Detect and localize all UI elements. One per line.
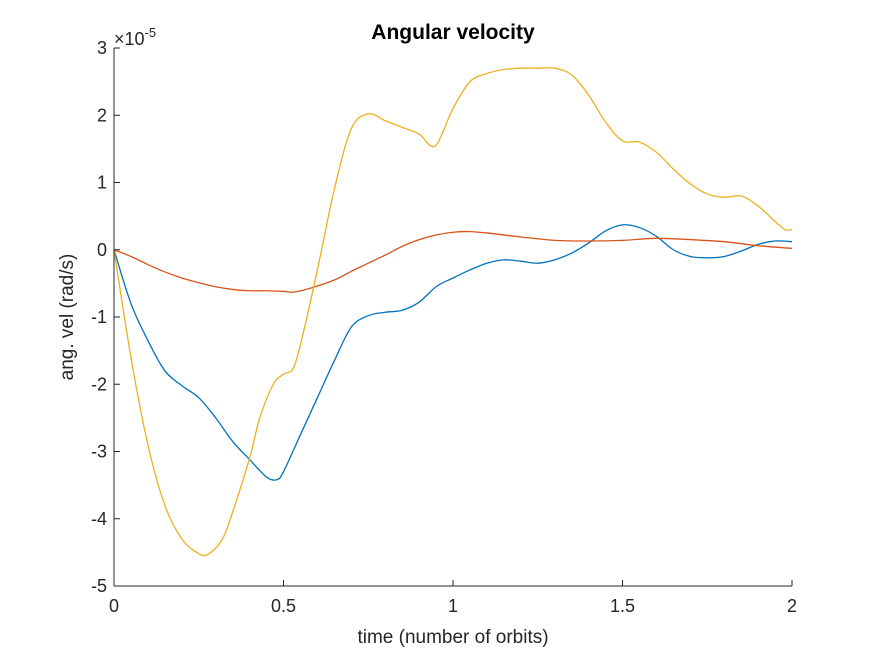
y-tick-label: -1 [91,307,107,327]
y-tick-label: 1 [97,173,107,193]
y-tick-label: -3 [91,442,107,462]
plot-area [114,48,792,586]
x-axis-label: time (number of orbits) [357,627,548,648]
y-tick-layer: 3 2 1 0 -1 -2 -3 -4 -5 [91,38,120,596]
y-tick-label: -5 [91,576,107,596]
x-tick-label: 1 [448,596,458,616]
y-multiplier-exponent: -5 [145,25,157,40]
series-line-1 [113,224,793,481]
x-tick-layer: 0 0.5 1 1.5 2 [109,580,797,616]
y-tick-label: 2 [97,105,107,125]
y-tick-label: 0 [97,240,107,260]
x-tick-label: 0.5 [271,596,296,616]
series-line-3 [113,67,793,557]
y-tick-label: -4 [91,509,107,529]
y-tick-label: 3 [97,38,107,58]
chart-title: Angular velocity [371,21,535,44]
x-tick-label: 0 [109,596,119,616]
y-multiplier-base: ×10 [114,29,145,49]
x-tick-label: 2 [787,596,797,616]
plot-background [114,48,792,586]
series-line-2 [113,230,793,293]
x-tick-label: 1.5 [610,596,635,616]
series-layer [113,67,793,557]
y-multiplier-label: ×10-5 [114,25,156,49]
y-tick-label: -2 [91,374,107,394]
y-axis-label: ang. vel (rad/s) [57,254,78,381]
